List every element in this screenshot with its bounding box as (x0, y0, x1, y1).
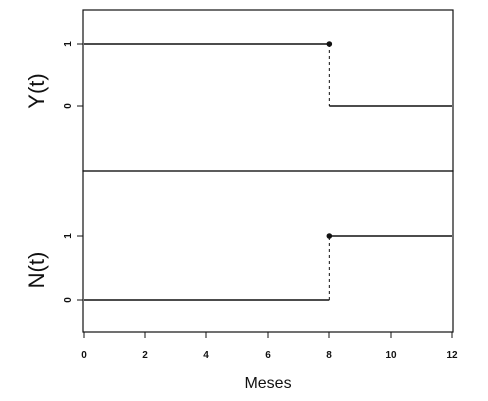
bottom-series (84, 233, 452, 301)
top-series (84, 41, 452, 107)
bottom-ytick-label-1: 1 (63, 233, 74, 239)
bottom-ytick-label-0: 0 (63, 297, 74, 303)
x-tick-label-10: 10 (385, 350, 397, 361)
event-point-0 (326, 41, 333, 47)
top-panel-frame (82, 9, 454, 172)
x-tick-label-4: 4 (203, 350, 209, 361)
top-ylabel: Y(t) (24, 73, 49, 108)
x-tick-label-2: 2 (142, 350, 148, 361)
x-tick-label-6: 6 (265, 350, 271, 361)
x-axis-title: Meses (244, 375, 291, 392)
bottom-ylabel: N(t) (24, 252, 49, 289)
top-ytick-label-0: 0 (63, 103, 74, 109)
top-ytick-label-1: 1 (63, 41, 74, 47)
bottom-panel: N(t) 1 0 (24, 170, 454, 333)
top-panel: Y(t) 1 0 (24, 9, 454, 172)
x-axis: 0 2 4 6 8 10 12 Meses (81, 332, 458, 392)
bottom-panel-frame (82, 170, 454, 333)
event-point-0 (326, 233, 333, 239)
x-tick-label-0: 0 (81, 350, 87, 361)
x-tick-label-8: 8 (326, 350, 332, 361)
x-tick-label-12: 12 (446, 350, 458, 361)
